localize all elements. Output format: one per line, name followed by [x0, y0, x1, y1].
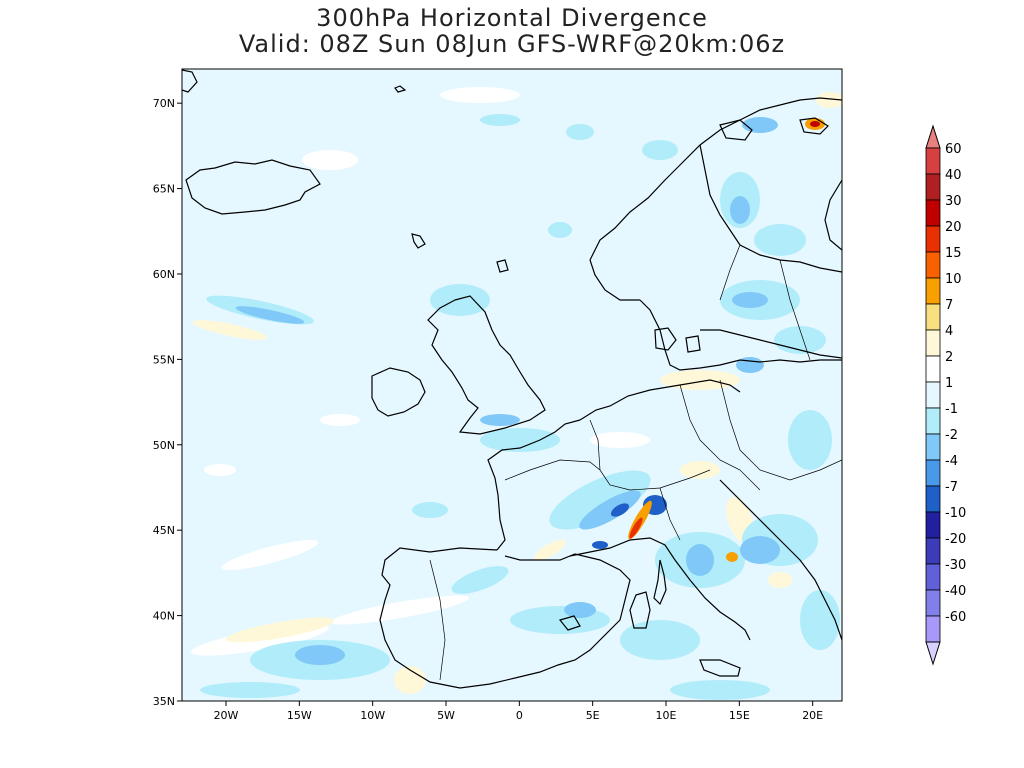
- chart-title: 300hPa Horizontal Divergence: [316, 4, 708, 32]
- border-lines: [429, 244, 842, 681]
- lon-tick-label: 10E: [656, 709, 677, 722]
- lat-tick-label: 45N: [153, 524, 175, 537]
- colorbar-label: -4: [945, 454, 958, 469]
- colorbar-swatch: [925, 381, 941, 409]
- colorbar-label: 30: [945, 194, 962, 209]
- colorbar-swatch: [925, 433, 941, 461]
- colorbar-swatch: [925, 277, 941, 305]
- lon-tick-label: 15W: [287, 709, 312, 722]
- colorbar-label: 7: [945, 298, 953, 313]
- colorbar-label: -40: [945, 584, 966, 599]
- colorbar-label: 10: [945, 272, 962, 287]
- lat-tick-label: 60N: [153, 268, 175, 281]
- colorbar-label: 15: [945, 246, 962, 261]
- colorbar-swatch: [925, 251, 941, 279]
- colorbar-label: -20: [945, 532, 966, 547]
- colorbar-swatch: [925, 459, 941, 487]
- lat-tick-label: 40N: [153, 610, 175, 623]
- lon-tick-label: 10W: [360, 709, 385, 722]
- colorbar-swatch: [925, 537, 941, 565]
- field-cream-areas: [192, 92, 842, 694]
- chart-subtitle: Valid: 08Z Sun 08Jun GFS-WRF@20km:06z: [238, 30, 786, 58]
- colorbar-label: 4: [945, 324, 953, 339]
- colorbar-swatch: [925, 199, 941, 227]
- colorbar-swatch: [925, 615, 941, 643]
- colorbar-swatch: [925, 485, 941, 513]
- lon-tick-label: 20E: [802, 709, 823, 722]
- field-midblue-areas: [235, 117, 780, 665]
- colorbar-label: 2: [945, 350, 953, 365]
- colorbar-swatch: [925, 355, 941, 383]
- lat-axis: 35N 40N 45N 50N 55N 60N 65N 70N: [153, 97, 182, 708]
- colorbar-label: -1: [945, 402, 958, 417]
- lon-tick-label: 20W: [214, 709, 239, 722]
- lon-tick-label: 15E: [729, 709, 750, 722]
- colorbar-swatch: [925, 173, 941, 201]
- colorbar-top-arrow: [925, 124, 941, 149]
- field-orange-areas: [628, 118, 825, 562]
- colorbar-swatch: [925, 303, 941, 331]
- colorbar-swatch: [925, 511, 941, 539]
- map-frame: [181, 68, 843, 702]
- colorbar-label: -30: [945, 558, 966, 573]
- map-background: [182, 69, 842, 701]
- colorbar-swatch: [925, 589, 941, 617]
- colorbar-swatch: [925, 147, 941, 175]
- lat-tick-label: 65N: [153, 183, 175, 196]
- lat-tick-label: 35N: [153, 695, 175, 708]
- colorbar-swatch: [925, 329, 941, 357]
- lon-tick-label: 0: [516, 709, 523, 722]
- colorbar: 60 40 30 20 15 10 7 4 2 1 -1 -2 -4 -7 -10 -20 -30 -40 -60: [925, 124, 966, 666]
- colorbar-label: -2: [945, 428, 958, 443]
- colorbar-label: 60: [945, 142, 962, 157]
- colorbar-label: -60: [945, 610, 966, 625]
- colorbar-swatch: [925, 225, 941, 253]
- colorbar-label: 40: [945, 168, 962, 183]
- lon-tick-label: 5E: [586, 709, 600, 722]
- coastlines: [182, 69, 842, 689]
- colorbar-label: 20: [945, 220, 962, 235]
- colorbar-label: -10: [945, 506, 966, 521]
- lat-tick-label: 70N: [153, 97, 175, 110]
- lat-tick-label: 50N: [153, 439, 175, 452]
- colorbar-swatch: [925, 407, 941, 435]
- colorbar-label: -7: [945, 480, 958, 495]
- lon-tick-label: 5W: [437, 709, 455, 722]
- colorbar-swatch: [925, 563, 941, 591]
- colorbar-label: 1: [945, 376, 953, 391]
- colorbar-bottom-arrow: [925, 641, 941, 666]
- lat-tick-label: 55N: [153, 353, 175, 366]
- lon-axis: 20W 15W 10W 5W 0 5E 10E 15E 20E: [214, 701, 823, 722]
